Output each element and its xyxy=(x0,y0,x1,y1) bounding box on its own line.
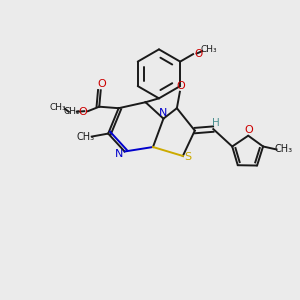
Text: CH₃: CH₃ xyxy=(49,103,66,112)
Text: O: O xyxy=(194,49,202,58)
Text: CH₃: CH₃ xyxy=(76,132,94,142)
Text: CH₂: CH₂ xyxy=(64,107,80,116)
Text: O: O xyxy=(244,125,253,135)
Text: N: N xyxy=(115,149,123,160)
Text: O: O xyxy=(176,81,185,91)
Text: CH₃: CH₃ xyxy=(274,145,292,154)
Text: O: O xyxy=(78,107,87,117)
Text: N: N xyxy=(159,108,168,118)
Text: O: O xyxy=(97,79,106,89)
Text: CH₃: CH₃ xyxy=(200,45,217,54)
Text: S: S xyxy=(185,152,192,163)
Text: H: H xyxy=(212,118,220,128)
